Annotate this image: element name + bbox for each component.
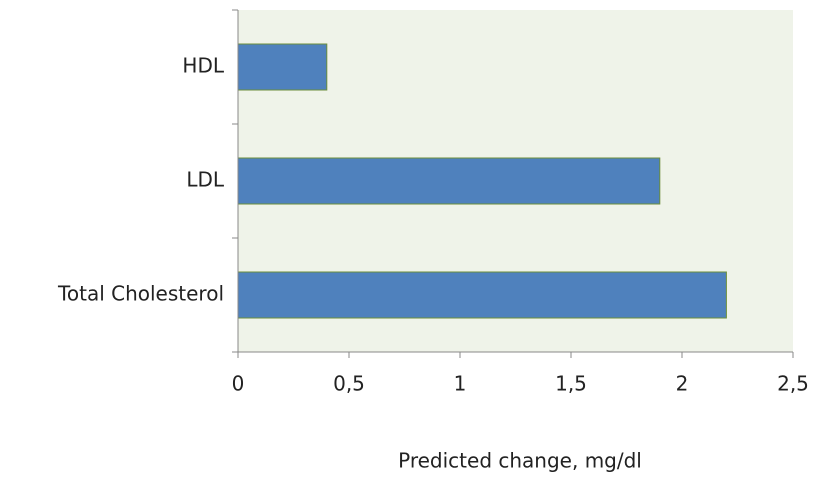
bar	[237, 157, 661, 205]
x-tick-label: 2,5	[777, 372, 809, 396]
bar	[237, 43, 328, 91]
x-tick-label: 0	[232, 372, 245, 396]
x-tick-label: 1,5	[555, 372, 587, 396]
x-tick-label: 1	[454, 372, 467, 396]
y-tick-label: Total Cholesterol	[57, 282, 224, 306]
x-axis-label: Predicted change, mg/dl	[398, 449, 642, 473]
y-tick-label: HDL	[182, 54, 224, 78]
x-tick-label: 2	[676, 372, 689, 396]
y-tick-label: LDL	[186, 168, 225, 192]
bar	[237, 271, 727, 319]
x-tick-label: 0,5	[333, 372, 365, 396]
